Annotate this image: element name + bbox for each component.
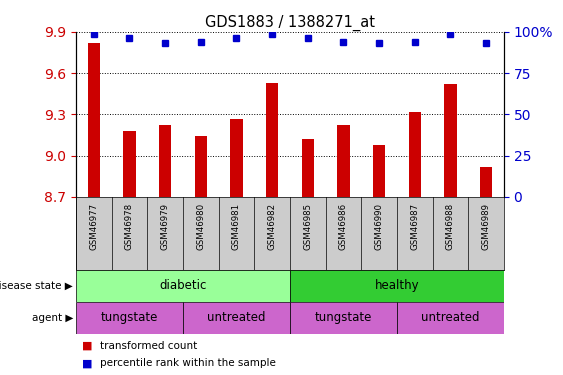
- Text: tungstate: tungstate: [101, 311, 158, 324]
- Text: GSM46987: GSM46987: [410, 203, 419, 250]
- Bar: [266, 83, 278, 197]
- Text: diabetic: diabetic: [159, 279, 207, 292]
- Text: GSM46989: GSM46989: [481, 203, 490, 250]
- Bar: [159, 125, 171, 197]
- Bar: [76, 270, 290, 302]
- Text: ■: ■: [82, 341, 92, 351]
- Text: GSM46980: GSM46980: [196, 203, 205, 250]
- Text: agent ▶: agent ▶: [32, 313, 73, 323]
- Text: untreated: untreated: [207, 311, 266, 324]
- Bar: [397, 302, 504, 334]
- Text: GSM46988: GSM46988: [446, 203, 455, 250]
- Text: GSM46977: GSM46977: [90, 203, 99, 250]
- Bar: [290, 270, 504, 302]
- Text: GSM46981: GSM46981: [232, 203, 241, 250]
- Text: GSM46990: GSM46990: [374, 203, 383, 250]
- Text: GSM46985: GSM46985: [303, 203, 312, 250]
- Text: percentile rank within the sample: percentile rank within the sample: [100, 358, 275, 369]
- Text: transformed count: transformed count: [100, 341, 197, 351]
- Text: GSM46978: GSM46978: [125, 203, 134, 250]
- Text: untreated: untreated: [421, 311, 480, 324]
- Bar: [480, 166, 492, 197]
- Bar: [444, 84, 457, 197]
- Bar: [76, 302, 183, 334]
- Title: GDS1883 / 1388271_at: GDS1883 / 1388271_at: [205, 14, 375, 30]
- Bar: [302, 139, 314, 197]
- Text: healthy: healthy: [374, 279, 419, 292]
- Bar: [337, 125, 350, 197]
- Text: disease state ▶: disease state ▶: [0, 281, 73, 291]
- Bar: [373, 145, 385, 197]
- Bar: [230, 118, 243, 197]
- Bar: [409, 112, 421, 197]
- Text: tungstate: tungstate: [315, 311, 372, 324]
- Bar: [290, 302, 397, 334]
- Text: GSM46986: GSM46986: [339, 203, 348, 250]
- Bar: [195, 136, 207, 197]
- Text: GSM46982: GSM46982: [267, 203, 276, 250]
- Bar: [123, 131, 136, 197]
- Text: GSM46979: GSM46979: [160, 203, 169, 250]
- Bar: [88, 43, 100, 197]
- Bar: [183, 302, 290, 334]
- Text: ■: ■: [82, 358, 92, 369]
